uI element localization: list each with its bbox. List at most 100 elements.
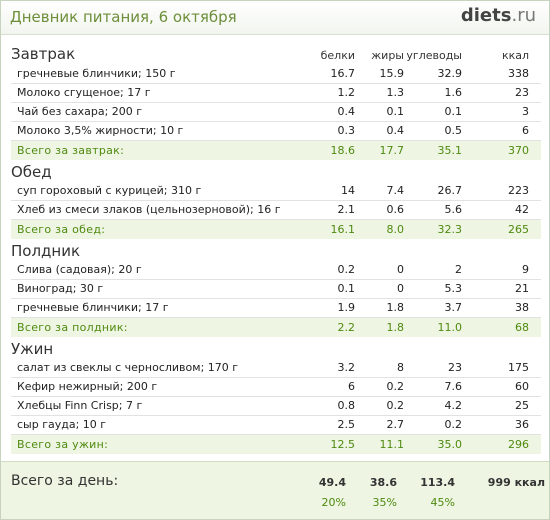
section-title: Обед <box>11 163 52 181</box>
page-title: Дневник питания, 6 октября <box>10 8 237 26</box>
meal-total-row: Всего за ужин: 12.5 11.1 35.0 296 <box>11 435 541 454</box>
meal-total-row: Всего за полдник: 2.2 1.8 11.0 68 <box>11 318 541 337</box>
day-kcal-total: 999 ккал <box>487 476 545 489</box>
day-total-panel: Всего за день: 49.4 38.6 113.4 999 ккал … <box>1 461 549 519</box>
fat-value: 1.8 <box>386 301 405 314</box>
table-row: Виноград; 30 г 0.1 0 5.3 21 <box>11 280 541 299</box>
protein-value: 2.5 <box>337 418 356 431</box>
protein-value: 0.1 <box>337 282 356 295</box>
table-row: сыр гауда; 10 г 2.5 2.7 0.2 36 <box>11 416 541 435</box>
meal-total-label: Всего за завтрак: <box>17 144 125 157</box>
kcal-value: 23 <box>515 86 529 99</box>
food-name: Чай без сахара; 200 г <box>17 105 143 118</box>
carbs-value: 3.7 <box>444 301 463 314</box>
food-name: Молоко сгущеное; 17 г <box>17 86 151 99</box>
food-name: гречневые блинчики; 17 г <box>17 301 169 314</box>
kcal-value: 6 <box>522 124 529 137</box>
fat-value: 0 <box>397 282 404 295</box>
logo-suffix: .ru <box>511 5 536 26</box>
day-fat-total: 38.6 <box>369 476 397 489</box>
fat-total: 11.1 <box>379 438 405 451</box>
kcal-value: 3 <box>522 105 529 118</box>
carbs-total: 11.0 <box>437 321 463 334</box>
kcal-value: 175 <box>508 361 529 374</box>
logo-main: diets <box>460 5 512 26</box>
carbs-value: 0.1 <box>444 105 463 118</box>
table-row: суп гороховый с курицей; 310 г 14 7.4 26.7 2… <box>11 182 541 201</box>
food-name: гречневые блинчики; 150 г <box>17 67 176 80</box>
kcal-value: 9 <box>522 263 529 276</box>
carbs-total: 35.0 <box>437 438 463 451</box>
protein-total: 16.1 <box>330 223 356 236</box>
column-header-kcal: ккал <box>501 49 529 62</box>
fat-value: 0 <box>397 263 404 276</box>
protein-value: 0.4 <box>337 105 356 118</box>
kcal-value: 338 <box>508 67 529 80</box>
carbs-value: 1.6 <box>444 86 463 99</box>
protein-total: 2.2 <box>337 321 356 334</box>
section-head-dinner: Ужин <box>11 337 541 359</box>
table-row: гречневые блинчики; 17 г 1.9 1.8 3.7 38 <box>11 299 541 318</box>
header: Дневник питания, 6 октября diets.ru <box>1 1 549 35</box>
kcal-total: 370 <box>508 144 529 157</box>
carbs-value: 5.3 <box>444 282 463 295</box>
section-head-snack: Полдник <box>11 239 541 261</box>
food-name: суп гороховый с курицей; 310 г <box>17 184 202 197</box>
carbs-total: 35.1 <box>437 144 463 157</box>
food-name: Хлебцы Finn Crisp; 7 г <box>17 399 143 412</box>
diary-content: Завтрак белки жиры углеводы ккал гречнев… <box>11 45 541 454</box>
carbs-value: 26.7 <box>437 184 463 197</box>
protein-total: 12.5 <box>330 438 356 451</box>
fat-total: 8.0 <box>386 223 405 236</box>
site-logo[interactable]: diets.ru <box>461 5 536 26</box>
food-name: салат из свеклы с черносливом; 170 г <box>17 361 239 374</box>
food-name: Слива (садовая); 20 г <box>17 263 142 276</box>
fat-value: 15.9 <box>379 67 405 80</box>
kcal-value: 25 <box>515 399 529 412</box>
table-row: Чай без сахара; 200 г 0.4 0.1 0.1 3 <box>11 103 541 122</box>
kcal-value: 38 <box>515 301 529 314</box>
food-name: Молоко 3,5% жирности; 10 г <box>17 124 184 137</box>
protein-total: 18.6 <box>330 144 356 157</box>
kcal-value: 42 <box>515 203 529 216</box>
section-title: Ужин <box>11 340 54 358</box>
day-carbs-percent: 45% <box>430 496 455 509</box>
protein-value: 1.2 <box>337 86 356 99</box>
table-row: Слива (садовая); 20 г 0.2 0 2 9 <box>11 261 541 280</box>
protein-value: 16.7 <box>330 67 356 80</box>
fat-value: 0.6 <box>386 203 405 216</box>
table-row: Молоко сгущеное; 17 г 1.2 1.3 1.6 23 <box>11 84 541 103</box>
food-name: сыр гауда; 10 г <box>17 418 107 431</box>
carbs-total: 32.3 <box>437 223 463 236</box>
fat-value: 0.4 <box>386 124 405 137</box>
meal-total-row: Всего за завтрак: 18.6 17.7 35.1 370 <box>11 141 541 160</box>
table-row: Хлебцы Finn Crisp; 7 г 0.8 0.2 4.2 25 <box>11 397 541 416</box>
column-header-carbs: углеводы <box>406 49 462 62</box>
fat-value: 7.4 <box>386 184 405 197</box>
fat-value: 1.3 <box>386 86 405 99</box>
section-head-breakfast: Завтрак белки жиры углеводы ккал <box>11 45 541 65</box>
fat-total: 1.8 <box>386 321 405 334</box>
section-title: Полдник <box>11 242 81 260</box>
day-protein-percent: 20% <box>321 496 346 509</box>
meal-total-label: Всего за ужин: <box>17 438 109 451</box>
table-row: гречневые блинчики; 150 г 16.7 15.9 32.9 338 <box>11 65 541 84</box>
carbs-value: 4.2 <box>444 399 463 412</box>
table-row: Молоко 3,5% жирности; 10 г 0.3 0.4 0.5 6 <box>11 122 541 141</box>
protein-value: 6 <box>348 380 355 393</box>
carbs-value: 0.2 <box>444 418 463 431</box>
column-header-fat: жиры <box>371 49 404 62</box>
kcal-total: 265 <box>508 223 529 236</box>
carbs-value: 0.5 <box>444 124 463 137</box>
table-row: Хлеб из смеси злаков (цельнозерновой); 1… <box>11 201 541 220</box>
fat-value: 8 <box>397 361 404 374</box>
kcal-value: 223 <box>508 184 529 197</box>
day-protein-total: 49.4 <box>318 476 346 489</box>
kcal-value: 60 <box>515 380 529 393</box>
table-row: салат из свеклы с черносливом; 170 г 3.2 8… <box>11 359 541 378</box>
day-total-label: Всего за день: <box>11 473 119 489</box>
fat-value: 0.1 <box>386 105 405 118</box>
protein-value: 0.8 <box>337 399 356 412</box>
fat-value: 0.2 <box>386 399 405 412</box>
protein-value: 0.3 <box>337 124 356 137</box>
